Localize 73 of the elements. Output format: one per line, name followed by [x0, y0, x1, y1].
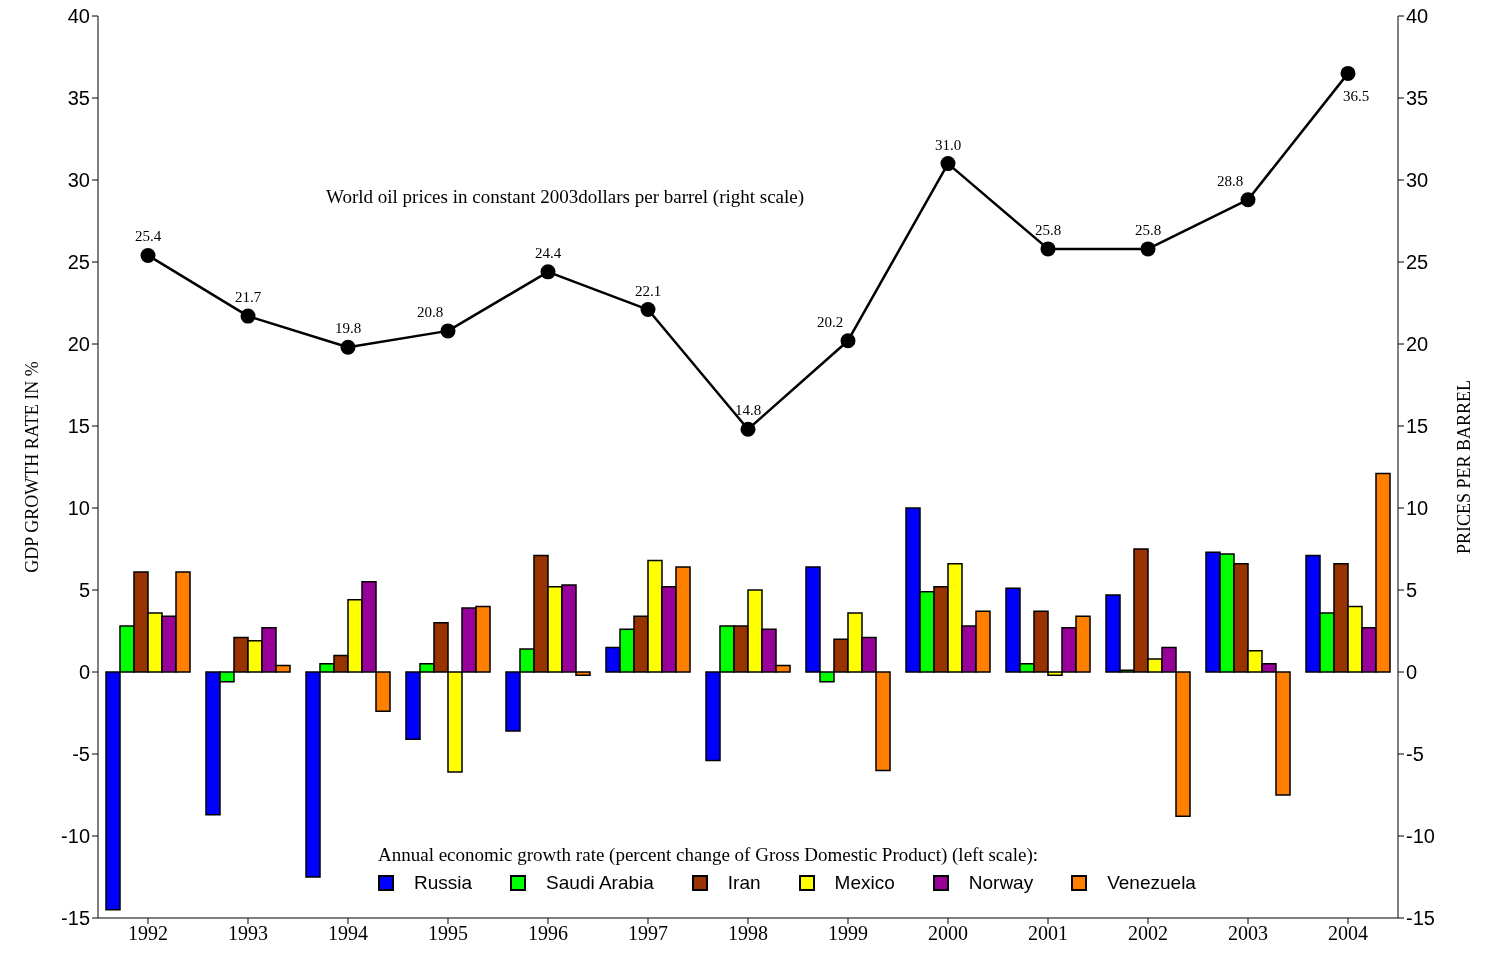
x-tick-label: 2002: [1128, 922, 1168, 945]
legend-label: Russia: [413, 872, 473, 894]
y-tick-label: 0: [78, 661, 90, 684]
y-tick-label: 40: [67, 5, 90, 28]
data-label: 24.4: [534, 244, 562, 261]
y-tick-label: 10: [67, 497, 90, 520]
x-tick-label: 2000: [928, 922, 968, 945]
point: [640, 302, 656, 318]
x-tick-label: 1994: [328, 922, 368, 945]
y-tick-label: 5: [78, 579, 90, 602]
y2-tick-label: 35: [1406, 87, 1429, 110]
legend-label: Iran: [726, 872, 761, 894]
x-tick-label: 2001: [1028, 922, 1068, 945]
x-tick-label: 1996: [528, 922, 568, 945]
data-label: 20.2: [816, 313, 844, 330]
legend-label: Venezuela: [1106, 872, 1196, 894]
y2-tick-label: 30: [1406, 169, 1429, 192]
y2-tick-label: -10: [1406, 825, 1435, 848]
legend-label: Norway: [967, 872, 1034, 894]
point: [1040, 241, 1056, 257]
x-tick-label: 1993: [228, 922, 268, 945]
x-tick-label: 1997: [628, 922, 668, 945]
x-tick-label: 1998: [728, 922, 768, 945]
legend-label: Mexico: [833, 872, 895, 894]
data-label: 14.8: [734, 402, 762, 419]
data-label: 31.0: [934, 136, 962, 153]
legend-label: Saudi Arabia: [545, 872, 654, 894]
y2-tick-label: 20: [1406, 333, 1429, 356]
y2-tick-label: 40: [1406, 5, 1429, 28]
annotation: World oil prices in constant 2003dollars per barrel (right scale): [326, 186, 805, 208]
y-tick-label: 35: [67, 87, 90, 110]
y2-tick-label: 10: [1406, 497, 1429, 520]
y-tick-label: 30: [67, 169, 90, 192]
x-tick-label: 1999: [828, 922, 868, 945]
x-tick-label: 2003: [1228, 922, 1268, 945]
y2-tick-label: 25: [1406, 251, 1429, 274]
point: [1240, 192, 1256, 208]
point: [140, 247, 156, 263]
y2-tick-label: -5: [1406, 743, 1424, 766]
data-label: 25.8: [1034, 221, 1062, 238]
point: [540, 264, 556, 280]
y2-axis-title: PRICES PER BARREL: [1454, 379, 1475, 555]
y-tick-label: -10: [61, 825, 90, 848]
x-tick-label: 1995: [428, 922, 468, 945]
point: [740, 421, 756, 437]
point: [440, 323, 456, 339]
data-label: 25.8: [1134, 221, 1162, 238]
y2-tick-label: 0: [1406, 661, 1418, 684]
y2-tick-label: 15: [1406, 415, 1429, 438]
y2-tick-label: 5: [1406, 579, 1418, 602]
y-tick-label: 20: [67, 333, 90, 356]
point: [1340, 65, 1356, 81]
point: [1140, 241, 1156, 257]
point: [840, 333, 856, 349]
data-label: 36.5: [1342, 88, 1370, 105]
x-tick-label: 2004: [1328, 922, 1368, 945]
y-tick-label: 15: [67, 415, 90, 438]
data-label: 21.7: [234, 289, 262, 306]
point: [940, 156, 956, 172]
data-label: 28.8: [1216, 172, 1244, 189]
x-tick-label: 1992: [128, 922, 168, 945]
y2-tick-label: -15: [1406, 907, 1435, 930]
y-tick-label: 25: [67, 251, 90, 274]
y-tick-label: -5: [72, 743, 90, 766]
data-label: 20.8: [416, 303, 444, 320]
point: [240, 308, 256, 324]
y-axis-title: GDP GROWTH RATE IN %: [22, 361, 43, 573]
legend-title: Annual economic growth rate (percent change of Gross Domestic Product) (left scale):: [378, 844, 1039, 866]
y-tick-label: -15: [61, 907, 90, 930]
point: [340, 339, 356, 355]
data-label: 25.4: [134, 228, 162, 245]
data-label: 22.1: [634, 282, 662, 299]
data-label: 19.8: [334, 320, 362, 337]
